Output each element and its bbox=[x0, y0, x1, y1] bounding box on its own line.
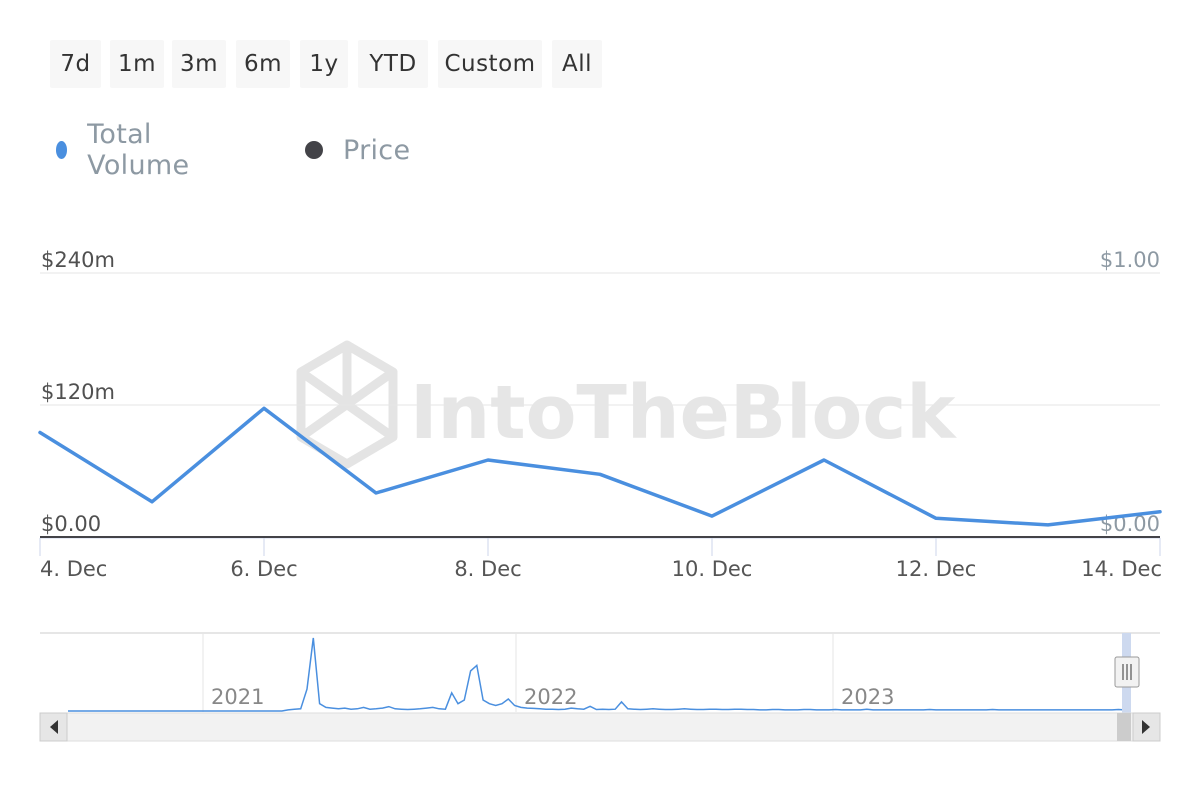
arrow-left-icon bbox=[50, 720, 58, 734]
navigator-year-label: 2021 bbox=[211, 685, 264, 709]
navigator-year-label: 2023 bbox=[841, 685, 894, 709]
legend-label: Total Volume bbox=[87, 119, 190, 181]
series-layer bbox=[38, 406, 1162, 538]
y-left-tick-label: $0.00 bbox=[41, 512, 101, 536]
x-tick-label: 4. Dec bbox=[40, 557, 107, 581]
y-axis-left: $0.00 $120m $240m bbox=[41, 248, 115, 536]
y-left-tick-label: $240m bbox=[41, 248, 115, 272]
legend-item-total-volume[interactable]: Total Volume bbox=[56, 119, 196, 181]
navigator-series bbox=[68, 637, 1131, 712]
range-button-1y[interactable]: 1y bbox=[300, 40, 348, 88]
navigator-handle[interactable] bbox=[1114, 656, 1140, 688]
range-button-ytd[interactable]: YTD bbox=[358, 40, 428, 88]
y-axis-right: $0.00$1.00 bbox=[1100, 248, 1160, 536]
y-right-tick-label: $1.00 bbox=[1100, 248, 1160, 272]
x-tick-label: 12. Dec bbox=[896, 557, 977, 581]
legend-label: Price bbox=[343, 134, 411, 166]
range-button-custom[interactable]: Custom bbox=[438, 40, 542, 88]
range-button-1m[interactable]: 1m bbox=[110, 40, 164, 88]
navigator-year-grid: 2021 2022 2023 bbox=[202, 633, 894, 712]
navigator-series-line bbox=[68, 637, 1131, 712]
watermark-text: IntoTheBlock bbox=[410, 370, 957, 456]
navigator-year-label: 2022 bbox=[524, 685, 577, 709]
navigator: 2021 2022 2023 bbox=[39, 632, 1161, 742]
x-tick-label: 8. Dec bbox=[454, 557, 521, 581]
range-button-7d[interactable]: 7d bbox=[50, 40, 101, 88]
x-tick-label: 14. Dec bbox=[1081, 557, 1162, 581]
arrow-right-icon bbox=[1142, 720, 1150, 734]
legend-item-price[interactable]: Price bbox=[305, 128, 410, 172]
scrollbar-thumb[interactable] bbox=[1117, 713, 1131, 741]
y-left-tick-label: $120m bbox=[41, 380, 115, 404]
legend-dot-icon bbox=[56, 141, 68, 159]
watermark: IntoTheBlock bbox=[296, 340, 957, 469]
x-tick-label: 6. Dec bbox=[230, 557, 297, 581]
range-button-3m[interactable]: 3m bbox=[172, 40, 226, 88]
x-tick-label: 10. Dec bbox=[672, 557, 753, 581]
scrollbar-track[interactable] bbox=[39, 712, 1161, 742]
range-button-6m[interactable]: 6m bbox=[236, 40, 290, 88]
scrollbar-left-button[interactable] bbox=[39, 712, 68, 742]
range-button-all[interactable]: All bbox=[552, 40, 602, 88]
x-axis: 4. Dec 6. Dec 8. Dec 10. Dec 12. Dec 14. Dec bbox=[39, 537, 1162, 581]
scrollbar-right-button[interactable] bbox=[1132, 712, 1161, 742]
legend-dot-icon bbox=[305, 141, 323, 159]
grid-layer bbox=[40, 272, 1160, 406]
